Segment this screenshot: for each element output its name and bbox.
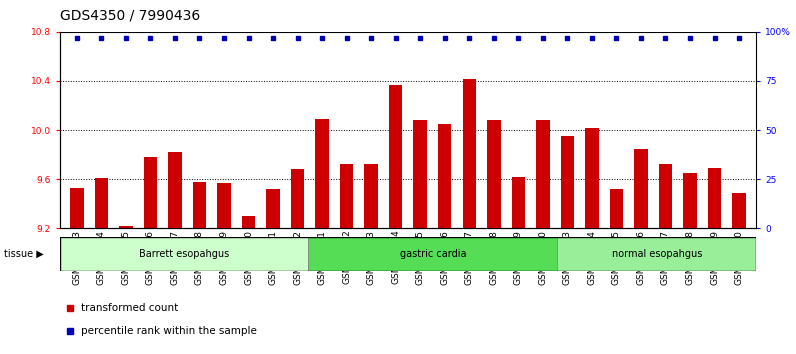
Bar <box>217 183 231 228</box>
Bar <box>308 237 557 271</box>
Text: GDS4350 / 7990436: GDS4350 / 7990436 <box>60 9 200 23</box>
Bar <box>438 124 451 228</box>
Bar <box>291 170 304 228</box>
Bar <box>585 128 599 228</box>
Text: transformed count: transformed count <box>80 303 178 313</box>
Bar <box>193 182 206 228</box>
Bar <box>267 189 280 228</box>
Bar <box>242 216 256 228</box>
Bar <box>659 165 672 228</box>
Text: Barrett esopahgus: Barrett esopahgus <box>139 249 229 259</box>
Bar <box>512 177 525 228</box>
Bar <box>560 136 574 228</box>
Text: tissue ▶: tissue ▶ <box>4 249 44 259</box>
Text: percentile rank within the sample: percentile rank within the sample <box>80 326 256 336</box>
Bar <box>119 226 133 228</box>
Text: gastric cardia: gastric cardia <box>400 249 466 259</box>
Bar <box>683 173 696 228</box>
Bar <box>462 79 476 228</box>
Bar <box>732 193 746 228</box>
Bar <box>413 120 427 228</box>
Bar <box>60 237 308 271</box>
Bar <box>557 237 756 271</box>
Bar <box>610 189 623 228</box>
Bar <box>315 119 329 228</box>
Bar <box>634 149 648 228</box>
Bar <box>340 165 353 228</box>
Bar <box>70 188 84 228</box>
Bar <box>536 120 549 228</box>
Bar <box>708 168 721 228</box>
Bar <box>487 120 501 228</box>
Text: normal esopahgus: normal esopahgus <box>611 249 702 259</box>
Bar <box>389 85 403 228</box>
Bar <box>168 152 181 228</box>
Bar <box>365 165 378 228</box>
Bar <box>95 178 108 228</box>
Bar <box>144 157 157 228</box>
